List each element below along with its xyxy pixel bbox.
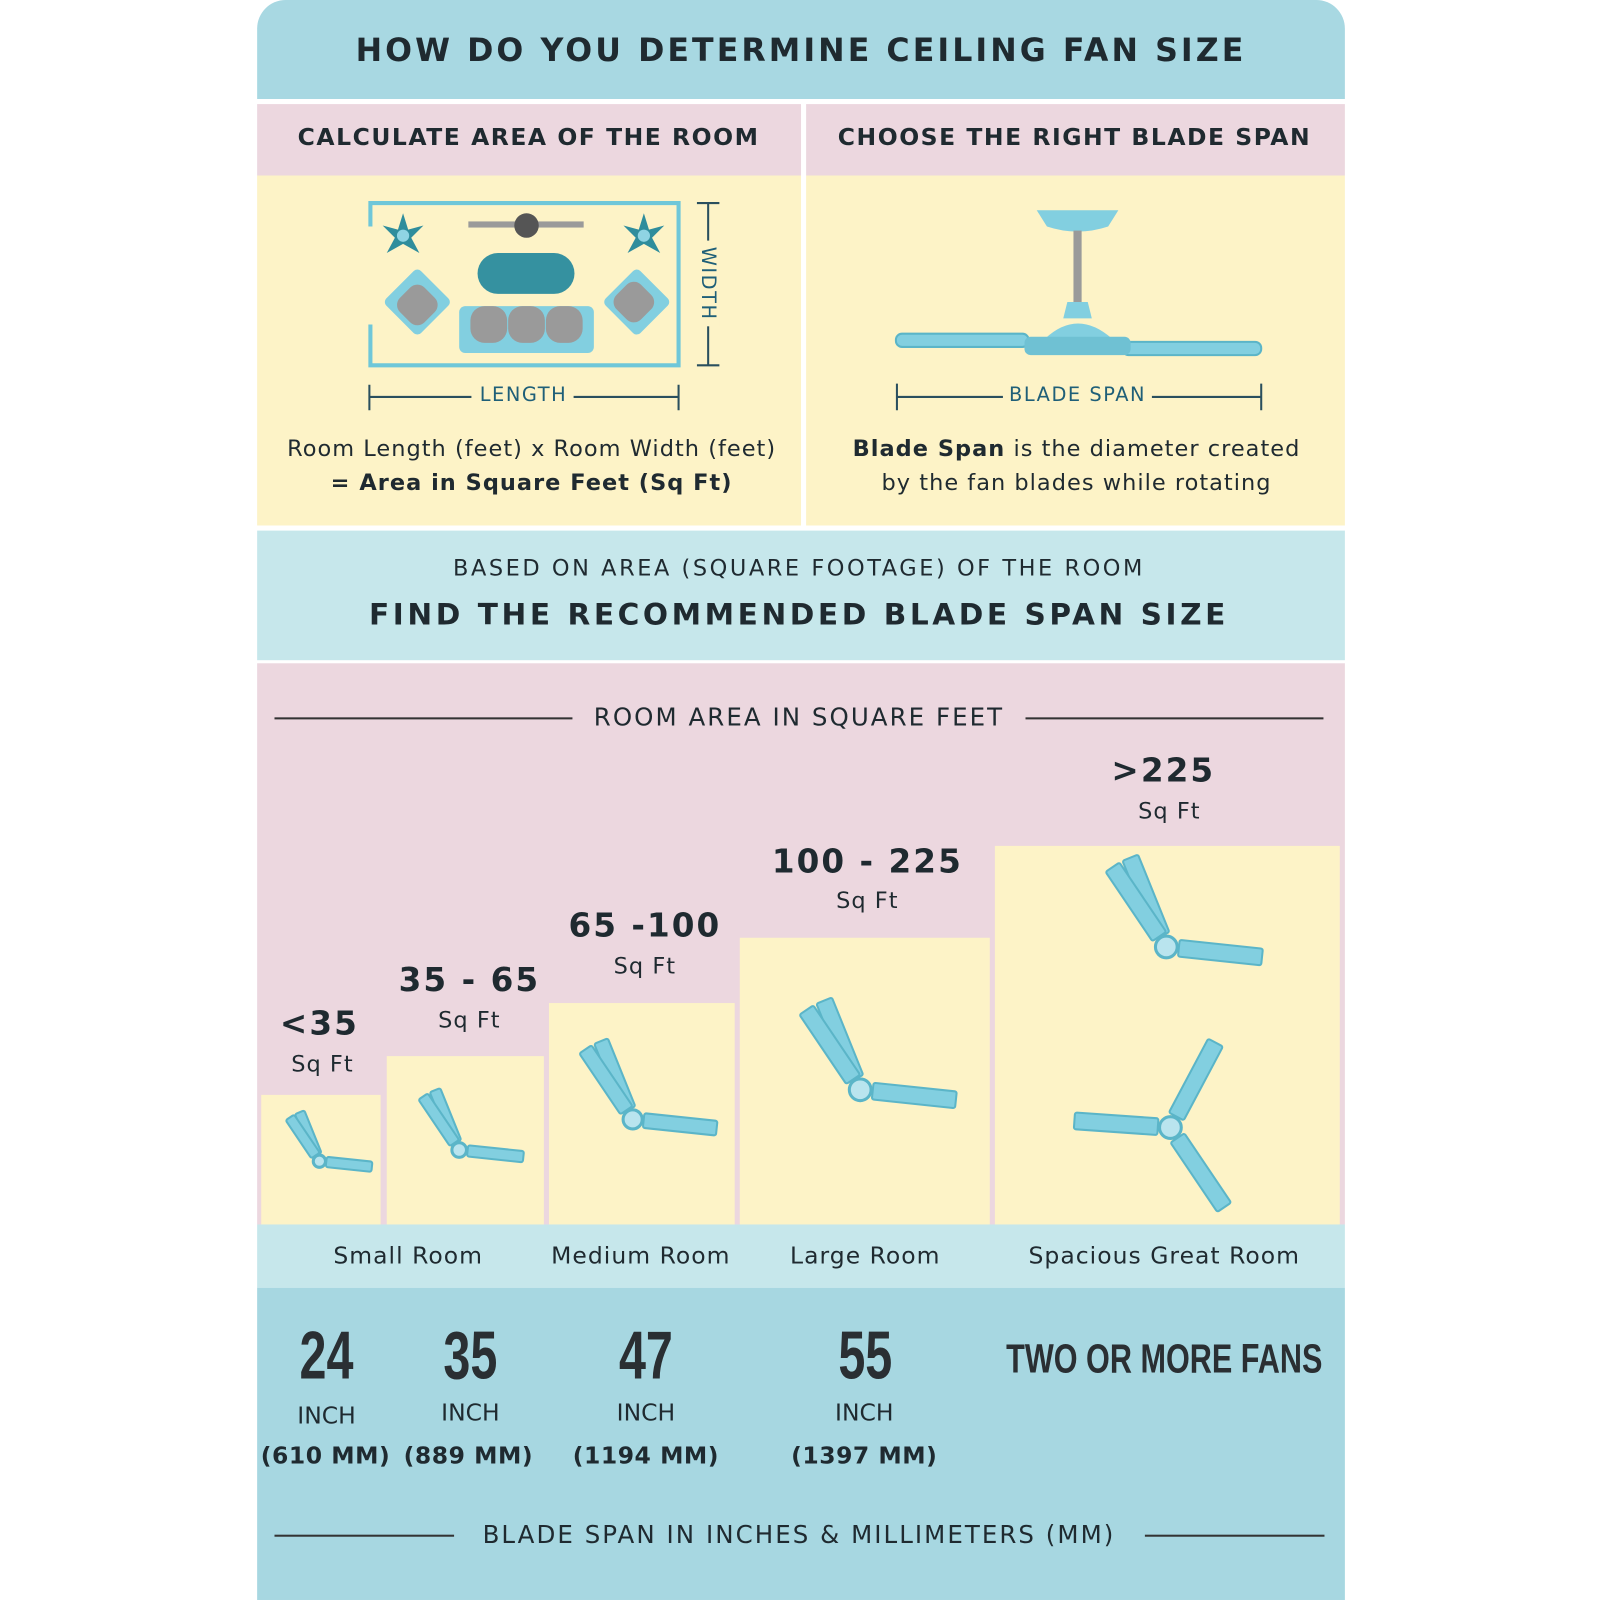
left-heading: CALCULATE AREA OF THE ROOM	[297, 124, 760, 152]
blade-span-text: BLADE SPAN	[1002, 383, 1153, 406]
ceiling-fan-icon	[579, 1037, 719, 1137]
width-dimension-label: WIDTH	[696, 240, 720, 327]
ceiling-fan-icon	[418, 1087, 525, 1164]
tier-range: 100 - 225	[771, 841, 963, 881]
room-type-label: Medium Room	[551, 1242, 731, 1270]
fan-blade	[1170, 1133, 1232, 1213]
blade-span-axis-label: BLADE SPAN IN INCHES & MILLIMETERS (MM)	[482, 1520, 1116, 1549]
fan-blade	[870, 1081, 958, 1109]
fan-hub	[1153, 934, 1179, 960]
tier-range: 65 -100	[568, 906, 722, 945]
formula-line2: = Area in Square Feet (Sq Ft)	[330, 470, 733, 496]
area-formula: Room Length (feet) x Room Width (feet) =…	[287, 433, 776, 500]
fan-blade	[1072, 1111, 1160, 1136]
fan-blade	[1177, 939, 1264, 967]
blade-span-inches: 24	[299, 1317, 354, 1393]
tier-bar-2	[386, 1056, 544, 1225]
fan-hub	[1157, 1115, 1183, 1140]
recommendation-band	[257, 530, 1345, 661]
tier-range: <35	[279, 1004, 359, 1043]
inch-label: INCH	[835, 1399, 894, 1427]
inch-label: INCH	[441, 1399, 500, 1427]
fan-hub	[621, 1108, 644, 1131]
room-type-label: Large Room	[790, 1242, 941, 1270]
length-text: LENGTH	[473, 383, 574, 406]
band-subtitle: BASED ON AREA (SQUARE FOOTAGE) OF THE RO…	[452, 556, 1145, 582]
desc-bold: Blade Span	[852, 436, 1006, 463]
axis-rule-right	[1025, 717, 1324, 720]
tier-range: >225	[1111, 751, 1216, 790]
inch-label: INCH	[297, 1403, 356, 1430]
tier-unit: Sq Ft	[438, 1008, 501, 1034]
bottom-rule-right	[1144, 1534, 1325, 1537]
ceiling-fan-icon	[1072, 1038, 1232, 1213]
desc-rest: is the diameter created	[1005, 436, 1301, 463]
two-or-more-fans-label: TWO OR MORE FANS	[1006, 1336, 1323, 1382]
tier-bar-5	[994, 845, 1340, 1225]
tier-unit: Sq Ft	[291, 1052, 354, 1078]
left-heading-bar	[257, 104, 802, 176]
length-dimension-label: LENGTH	[473, 383, 574, 406]
fan-blade	[799, 1005, 861, 1085]
inch-label: INCH	[616, 1399, 676, 1427]
header-bar	[257, 0, 1345, 99]
fan-blade	[1105, 862, 1167, 942]
right-heading-bar	[806, 104, 1345, 176]
right-heading: CHOOSE THE RIGHT BLADE SPAN	[837, 124, 1312, 152]
room-type-label: Spacious Great Room	[1028, 1242, 1301, 1270]
axis-rule-left	[274, 717, 573, 720]
ceiling-fan-side-illustration	[894, 210, 1263, 411]
ceiling-fan-icon	[1105, 854, 1264, 967]
blade-span-dimension-label: BLADE SPAN	[1002, 383, 1153, 406]
blade-span-inches: 35	[443, 1317, 498, 1393]
fan-hub	[311, 1153, 328, 1169]
room-area-axis-label: ROOM AREA IN SQUARE FEET	[593, 703, 1005, 732]
room-floorplan-illustration	[368, 201, 720, 411]
blade-span-inches: 55	[838, 1317, 893, 1393]
ceiling-fan-icon	[799, 997, 958, 1109]
room-type-band	[257, 1224, 1345, 1288]
tier-range: 35 - 65	[398, 960, 541, 999]
blade-span-mm: (610 MM)	[260, 1442, 391, 1470]
formula-line1: Room Length (feet) x Room Width (feet)	[287, 436, 777, 463]
fan-hub	[450, 1141, 469, 1159]
desc-line2: by the fan blades while rotating	[881, 470, 1272, 496]
tier-unit: Sq Ft	[836, 888, 899, 915]
room-type-label: Small Room	[333, 1242, 483, 1270]
blade-span-description: Blade Span is the diameter created by th…	[853, 433, 1301, 500]
bottom-rule-left	[274, 1534, 455, 1537]
band-title: FIND THE RECOMMENDED BLADE SPAN SIZE	[369, 596, 1229, 632]
plant-icon	[382, 213, 665, 254]
blade-span-mm: (889 MM)	[403, 1442, 534, 1470]
fan-hub	[847, 1077, 873, 1103]
blade-span-inches: 47	[618, 1317, 673, 1393]
ceiling-fan-icon	[285, 1109, 374, 1173]
tier-unit: Sq Ft	[1138, 798, 1201, 825]
blade-span-section	[257, 1287, 1345, 1600]
fan-icons	[285, 854, 1264, 1213]
fan-blade	[1168, 1038, 1224, 1121]
tier-unit: Sq Ft	[613, 954, 677, 980]
blade-span-mm: (1397 MM)	[791, 1442, 938, 1470]
blade-span-mm: (1194 MM)	[572, 1442, 720, 1470]
width-text: WIDTH	[696, 240, 720, 327]
page-title: HOW DO YOU DETERMINE CEILING FAN SIZE	[355, 32, 1247, 70]
